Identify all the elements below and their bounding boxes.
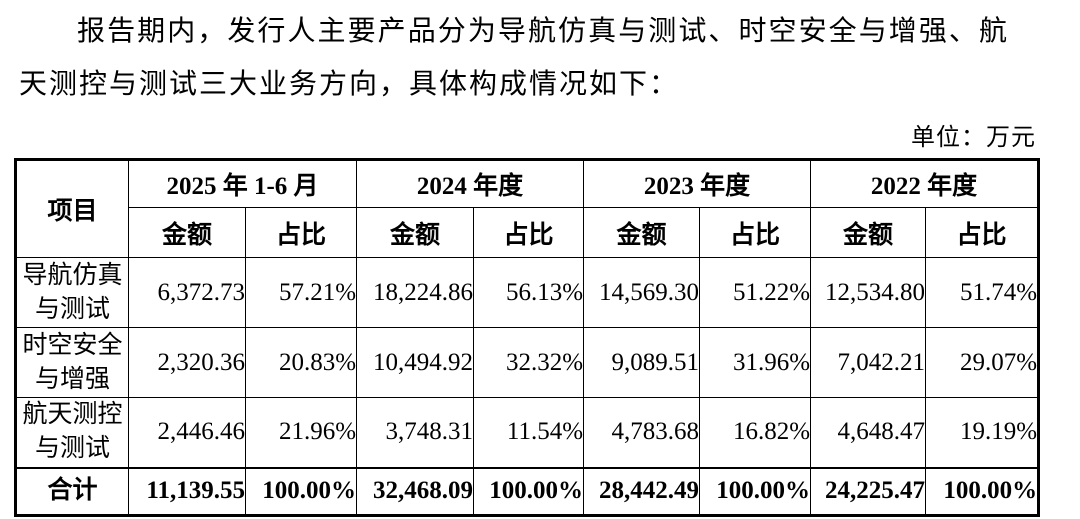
amount-cell: 11,139.55 xyxy=(128,466,246,516)
intro-paragraph: 报告期内，发行人主要产品分为导航仿真与测试、时空安全与增强、航天测控与测试三大业… xyxy=(19,16,1009,100)
ratio-cell: 16.82% xyxy=(699,397,812,468)
ratio-cell: 31.96% xyxy=(699,327,812,398)
total-label: 合计 xyxy=(15,466,129,516)
amount-cell: 7,042.21 xyxy=(810,327,927,398)
header-ratio-2023: 占比 xyxy=(699,207,812,258)
ratio-cell: 19.19% xyxy=(925,397,1040,468)
amount-cell: 32,468.09 xyxy=(356,466,475,516)
amount-cell: 3,748.31 xyxy=(356,397,475,468)
header-item: 项目 xyxy=(15,159,129,258)
header-period-2022: 2022 年度 xyxy=(810,159,1040,208)
ratio-cell: 100.00% xyxy=(473,466,585,516)
ratio-cell: 51.22% xyxy=(699,257,812,328)
product-breakdown-table: 项目 2025 年 1-6 月 2024 年度 2023 年度 2022 年度 … xyxy=(14,158,1041,517)
header-amount-2023: 金额 xyxy=(583,207,701,258)
header-ratio-2022: 占比 xyxy=(925,207,1040,258)
amount-cell: 4,783.68 xyxy=(583,397,701,468)
ratio-cell: 100.00% xyxy=(699,466,812,516)
unit-label: 单位：万元 xyxy=(911,125,1036,151)
header-amount-2025: 金额 xyxy=(128,207,246,258)
amount-cell: 12,534.80 xyxy=(810,257,927,328)
ratio-cell: 32.32% xyxy=(473,327,585,398)
row-label: 时空安全与增强 xyxy=(15,327,129,398)
amount-cell: 6,372.73 xyxy=(128,257,246,328)
ratio-cell: 56.13% xyxy=(473,257,585,328)
table-row-aerospace-tt-c: 航天测控与测试 2,446.46 21.96% 3,748.31 11.54% … xyxy=(15,397,1040,468)
table-row-total: 合计 11,139.55 100.00% 32,468.09 100.00% 2… xyxy=(15,466,1040,516)
amount-cell: 2,446.46 xyxy=(128,397,246,468)
header-ratio-2025: 占比 xyxy=(244,207,358,258)
amount-cell: 24,225.47 xyxy=(810,466,927,516)
row-label: 导航仿真与测试 xyxy=(15,257,129,328)
header-period-2025: 2025 年 1-6 月 xyxy=(127,159,358,208)
amount-cell: 10,494.92 xyxy=(356,327,475,398)
amount-cell: 4,648.47 xyxy=(810,397,927,468)
amount-cell: 28,442.49 xyxy=(583,466,701,516)
ratio-cell: 57.21% xyxy=(244,257,358,328)
ratio-cell: 21.96% xyxy=(244,397,358,468)
ratio-cell: 100.00% xyxy=(244,466,358,516)
ratio-cell: 100.00% xyxy=(925,466,1040,516)
amount-cell: 9,089.51 xyxy=(583,327,701,398)
amount-cell: 14,569.30 xyxy=(583,257,701,328)
table-row-spacetime-security: 时空安全与增强 2,320.36 20.83% 10,494.92 32.32%… xyxy=(15,327,1040,398)
ratio-cell: 11.54% xyxy=(473,397,585,468)
amount-cell: 2,320.36 xyxy=(128,327,246,398)
row-label: 航天测控与测试 xyxy=(15,397,129,468)
header-ratio-2024: 占比 xyxy=(473,207,585,258)
ratio-cell: 29.07% xyxy=(925,327,1040,398)
amount-cell: 18,224.86 xyxy=(356,257,475,328)
ratio-cell: 20.83% xyxy=(244,327,358,398)
header-period-2024: 2024 年度 xyxy=(356,159,585,208)
ratio-cell: 51.74% xyxy=(925,257,1040,328)
header-period-2023: 2023 年度 xyxy=(583,159,812,208)
header-amount-2024: 金额 xyxy=(356,207,475,258)
table-row-nav-simulation: 导航仿真与测试 6,372.73 57.21% 18,224.86 56.13%… xyxy=(15,257,1040,328)
header-amount-2022: 金额 xyxy=(810,207,927,258)
